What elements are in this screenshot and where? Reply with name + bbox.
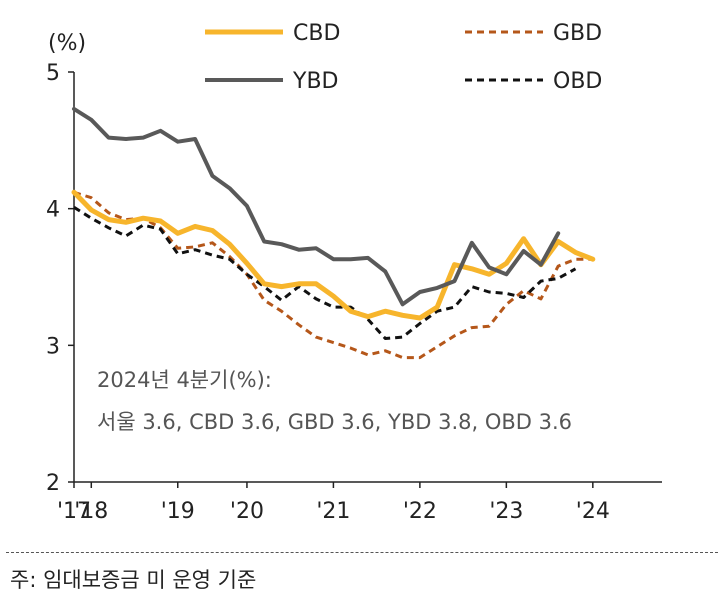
- legend-label-cbd: CBD: [293, 21, 340, 46]
- footnote-divider: [6, 552, 718, 553]
- x-tick-label: '19: [161, 499, 195, 524]
- x-tick-label: '22: [403, 499, 437, 524]
- axes: 2 3 4 5 '17'18 '19 '20 '21 '22 '23 '24: [46, 61, 662, 524]
- x-tick-label: '24: [576, 499, 610, 524]
- legend-label-gbd: GBD: [553, 21, 602, 46]
- x-tick-label: '18: [74, 499, 108, 524]
- annotation-line-2: 서울 3.6, CBD 3.6, GBD 3.6, YBD 3.8, OBD 3…: [97, 410, 572, 434]
- y-axis-unit-label: (%): [48, 31, 86, 56]
- legend: CBD GBD YBD OBD: [205, 21, 602, 94]
- series-lines: [71, 106, 596, 360]
- annotation-line-1: 2024년 4분기(%):: [97, 368, 272, 392]
- y-tick-label: 3: [46, 334, 60, 359]
- legend-label-ybd: YBD: [292, 69, 338, 94]
- y-tick-label: 4: [46, 198, 60, 223]
- footnote: 주: 임대보증금 미 운영 기준: [10, 568, 257, 592]
- legend-label-obd: OBD: [553, 69, 602, 94]
- y-tick-label: 5: [46, 61, 60, 86]
- series-line-cbd: [71, 189, 596, 321]
- x-tick-label: '20: [230, 499, 264, 524]
- series-line-obd: [73, 206, 577, 340]
- x-tick-label: '23: [489, 499, 523, 524]
- x-tick-label: '21: [316, 499, 350, 524]
- x-tick-label: '17: [57, 499, 91, 524]
- series-line-ybd: [72, 106, 561, 307]
- y-tick-label: 2: [46, 471, 60, 496]
